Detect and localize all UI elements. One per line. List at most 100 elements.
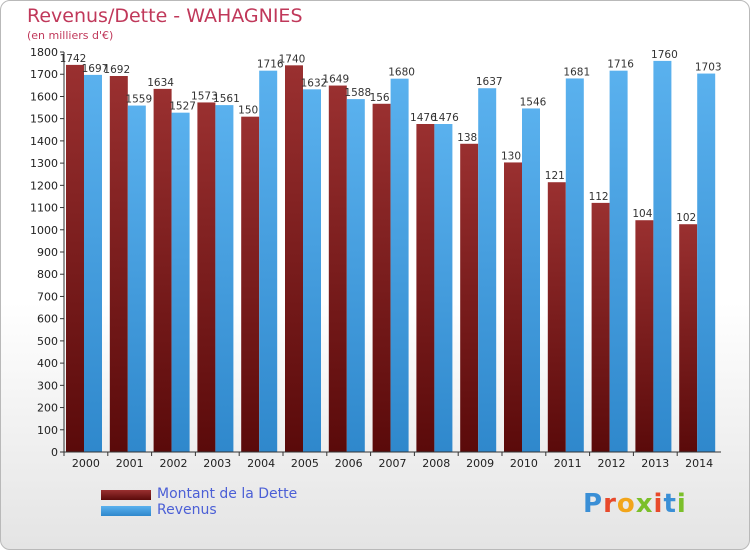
data-label-revenus-2003: 1561 bbox=[213, 93, 240, 105]
logo-letter: i bbox=[676, 489, 687, 519]
y-tick-label: 700 bbox=[37, 290, 58, 303]
bar-revenus-2013 bbox=[653, 60, 672, 453]
y-tick-label: 1200 bbox=[30, 179, 58, 192]
data-label-dette-2008: 1476 bbox=[410, 112, 437, 124]
bar-revenus-2011 bbox=[565, 78, 584, 452]
data-label-dette-2010: 130 bbox=[501, 150, 521, 162]
bar-dette-2005 bbox=[285, 65, 303, 452]
data-label-dette-2005: 1740 bbox=[279, 53, 306, 65]
data-label-dette-2003: 1573 bbox=[191, 90, 218, 102]
logo-letter: i bbox=[653, 489, 664, 519]
y-tick-label: 1700 bbox=[30, 68, 58, 81]
y-tick-label: 500 bbox=[37, 335, 58, 348]
bar-dette-2006 bbox=[328, 85, 347, 453]
bar-dette-2001 bbox=[109, 76, 128, 452]
bar-revenus-2004 bbox=[259, 70, 278, 453]
bar-dette-2007 bbox=[372, 103, 391, 453]
bar-dette-2003 bbox=[197, 102, 216, 452]
y-tick-label: 1300 bbox=[30, 157, 58, 170]
y-tick-label: 0 bbox=[51, 446, 58, 459]
y-tick-label: 400 bbox=[37, 357, 58, 370]
y-tick-label: 1500 bbox=[30, 113, 58, 126]
proxiti-logo: Proxiti bbox=[583, 489, 687, 519]
logo-letter: o bbox=[616, 489, 636, 519]
bar-revenus-2001 bbox=[127, 105, 146, 453]
legend-label-revenus: Revenus bbox=[157, 502, 217, 518]
chart-subtitle: (en milliers d'€) bbox=[27, 29, 114, 42]
x-tick-label-2001: 2001 bbox=[116, 457, 144, 470]
data-label-revenus-2007: 1680 bbox=[388, 67, 415, 79]
chart-title: Revenus/Dette - WAHAGNIES bbox=[27, 5, 303, 27]
data-label-dette-2006: 1649 bbox=[322, 74, 349, 86]
logo-letter: x bbox=[635, 489, 654, 519]
bar-dette-2002 bbox=[153, 88, 172, 452]
legend-swatch-revenus bbox=[101, 506, 151, 516]
x-tick-label-2008: 2008 bbox=[422, 457, 450, 470]
data-label-revenus-2001: 1559 bbox=[125, 94, 152, 106]
bar-revenus-2009 bbox=[478, 88, 497, 452]
bar-revenus-2008 bbox=[434, 124, 453, 452]
x-tick-label-2011: 2011 bbox=[554, 457, 582, 470]
x-tick-label-2012: 2012 bbox=[598, 457, 626, 470]
x-tick-label-2004: 2004 bbox=[247, 457, 275, 470]
bar-dette-2011 bbox=[547, 182, 566, 452]
bar-dette-2013 bbox=[635, 220, 654, 452]
bar-revenus-2003 bbox=[215, 105, 234, 452]
data-label-dette-2001: 1692 bbox=[103, 64, 130, 76]
data-label-dette-2009: 138 bbox=[457, 132, 477, 144]
x-tick-label-2007: 2007 bbox=[379, 457, 407, 470]
data-label-dette-2002: 1634 bbox=[147, 77, 174, 89]
data-label-revenus-2008: 1476 bbox=[432, 112, 459, 124]
data-label-revenus-2012: 1716 bbox=[607, 59, 634, 71]
data-label-dette-2014: 102 bbox=[676, 212, 696, 224]
bar-revenus-2007 bbox=[390, 78, 409, 453]
x-tick-label-2000: 2000 bbox=[72, 457, 100, 470]
bar-dette-2010 bbox=[504, 162, 522, 452]
logo-letter: r bbox=[603, 489, 617, 519]
data-label-dette-2013: 104 bbox=[632, 208, 652, 220]
data-label-revenus-2004: 1716 bbox=[257, 59, 284, 71]
data-label-revenus-2011: 1681 bbox=[563, 66, 590, 78]
data-label-dette-2004: 150 bbox=[238, 105, 258, 117]
bar-revenus-2014 bbox=[697, 73, 716, 453]
y-tick-label: 1800 bbox=[30, 46, 58, 59]
bar-revenus-2006 bbox=[346, 99, 365, 452]
legend-swatch-dette bbox=[101, 490, 151, 500]
x-tick-label-2002: 2002 bbox=[160, 457, 188, 470]
bar-revenus-2010 bbox=[522, 108, 540, 452]
logo-letter: P bbox=[583, 489, 604, 519]
x-tick-label-2014: 2014 bbox=[685, 457, 713, 470]
y-tick-label: 1600 bbox=[30, 90, 58, 103]
x-tick-label-2013: 2013 bbox=[641, 457, 669, 470]
x-tick-label-2003: 2003 bbox=[203, 457, 231, 470]
data-label-revenus-2013: 1760 bbox=[651, 49, 678, 61]
data-label-revenus-2014: 1703 bbox=[695, 62, 722, 74]
y-tick-label: 600 bbox=[37, 313, 58, 326]
data-label-revenus-2005: 1632 bbox=[301, 77, 328, 89]
data-label-dette-2000: 1742 bbox=[60, 53, 87, 65]
x-tick-label-2010: 2010 bbox=[510, 457, 538, 470]
bar-revenus-2005 bbox=[303, 89, 321, 452]
data-label-revenus-2002: 1527 bbox=[169, 101, 196, 113]
legend-label-dette: Montant de la Dette bbox=[157, 486, 298, 502]
y-tick-label: 800 bbox=[37, 268, 58, 281]
bar-dette-2000 bbox=[66, 64, 84, 452]
logo-letter: t bbox=[663, 489, 677, 519]
bar-dette-2008 bbox=[416, 124, 435, 452]
bar-revenus-2002 bbox=[171, 112, 190, 453]
x-tick-label-2005: 2005 bbox=[291, 457, 319, 470]
data-label-dette-2007: 156 bbox=[370, 92, 390, 104]
data-label-dette-2012: 112 bbox=[589, 191, 609, 203]
y-tick-label: 100 bbox=[37, 424, 58, 437]
data-label-dette-2011: 121 bbox=[545, 170, 565, 182]
data-label-revenus-2010: 1546 bbox=[520, 96, 547, 108]
bar-dette-2009 bbox=[460, 143, 479, 452]
data-label-revenus-2000: 1697 bbox=[82, 63, 109, 75]
bar-dette-2004 bbox=[241, 116, 260, 453]
bar-dette-2014 bbox=[679, 224, 698, 452]
data-label-revenus-2006: 1588 bbox=[344, 87, 371, 99]
y-tick-label: 200 bbox=[37, 402, 58, 415]
bar-revenus-2012 bbox=[609, 70, 628, 453]
